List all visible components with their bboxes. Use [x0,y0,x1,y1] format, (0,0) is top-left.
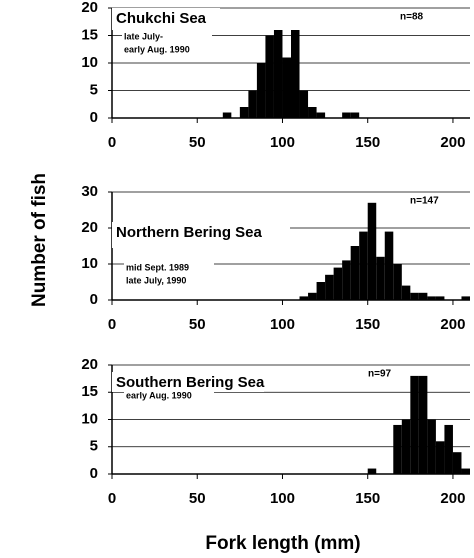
panel-title: Northern Bering Sea [116,224,263,241]
note-bg [124,390,214,402]
x-tick-label: 150 [355,134,380,151]
bar [282,57,291,118]
y-tick-label: 0 [90,291,98,308]
x-tick-label: 100 [270,134,295,151]
bar [461,296,470,300]
note-bg [122,31,212,43]
y-tick-label: 20 [81,356,98,373]
n-label: n=147 [410,196,439,207]
bar [427,419,436,474]
bar [308,107,317,118]
bar [316,112,326,118]
x-tick-label: 150 [355,490,380,507]
title-box [112,372,264,392]
y-tick-label: 0 [90,109,98,126]
bar [461,468,470,474]
bar [342,260,351,300]
bar [376,256,385,300]
y-tick-label: 20 [81,219,98,236]
x-tick-label: 200 [440,134,465,151]
bar [393,264,402,300]
title-box [112,8,220,30]
n-label: n=88 [400,12,424,23]
bar [401,285,411,300]
annotation: late July- [124,31,163,41]
y-tick-label: 30 [81,183,98,200]
bar [325,274,334,300]
bar [333,267,343,300]
bar [418,375,428,474]
y-tick-label: 10 [81,410,98,427]
x-axis-title: Fork length (mm) [205,533,360,554]
y-axis-title: Number of fish [29,173,50,307]
bar [248,90,257,118]
bar [410,375,419,474]
bar [299,90,309,118]
bar [359,231,368,300]
y-tick-label: 15 [81,383,98,400]
bar [308,292,317,300]
bar [265,35,274,118]
bar [384,231,394,300]
bar [367,202,377,300]
y-tick-label: 20 [81,0,98,16]
note-bg [122,44,212,56]
bar [444,424,453,474]
x-tick-label: 150 [355,316,380,333]
x-tick-label: 200 [440,490,465,507]
x-tick-label: 0 [108,490,116,507]
x-tick-label: 100 [270,316,295,333]
bar [342,112,351,118]
title-box [112,222,290,248]
bar [239,107,249,118]
n-label: n=97 [368,369,392,380]
y-tick-label: 10 [81,255,98,272]
bar [316,282,326,300]
bar [273,30,283,118]
bar [350,112,360,118]
bar [222,112,232,118]
x-tick-label: 0 [108,134,116,151]
y-tick-label: 5 [90,438,98,455]
y-tick-label: 5 [90,81,98,98]
bar [299,296,309,300]
bar [350,246,360,300]
bar [435,441,445,474]
bar [393,424,402,474]
annotation: early Aug. 1990 [126,390,192,400]
bar [410,292,419,300]
y-tick-label: 0 [90,465,98,482]
bar [435,296,445,300]
x-tick-label: 0 [108,316,116,333]
panel-title: Southern Bering Sea [116,374,265,391]
note-bg [124,262,214,274]
bar [427,296,436,300]
bar [418,292,428,300]
annotation: mid Sept. 1989 [126,262,189,272]
bar [452,452,462,474]
bar [401,419,411,474]
annotation: early Aug. 1990 [124,44,190,54]
x-tick-label: 50 [189,316,206,333]
x-tick-label: 50 [189,134,206,151]
annotation: late July, 1990 [126,275,186,285]
bar [291,30,300,118]
x-tick-label: 100 [270,490,295,507]
x-tick-label: 200 [440,316,465,333]
note-bg [124,275,214,287]
panel-title: Chukchi Sea [116,10,207,27]
x-tick-label: 50 [189,490,206,507]
bar [367,468,377,474]
y-tick-label: 15 [81,26,98,43]
bar [256,63,266,118]
y-tick-label: 10 [81,54,98,71]
